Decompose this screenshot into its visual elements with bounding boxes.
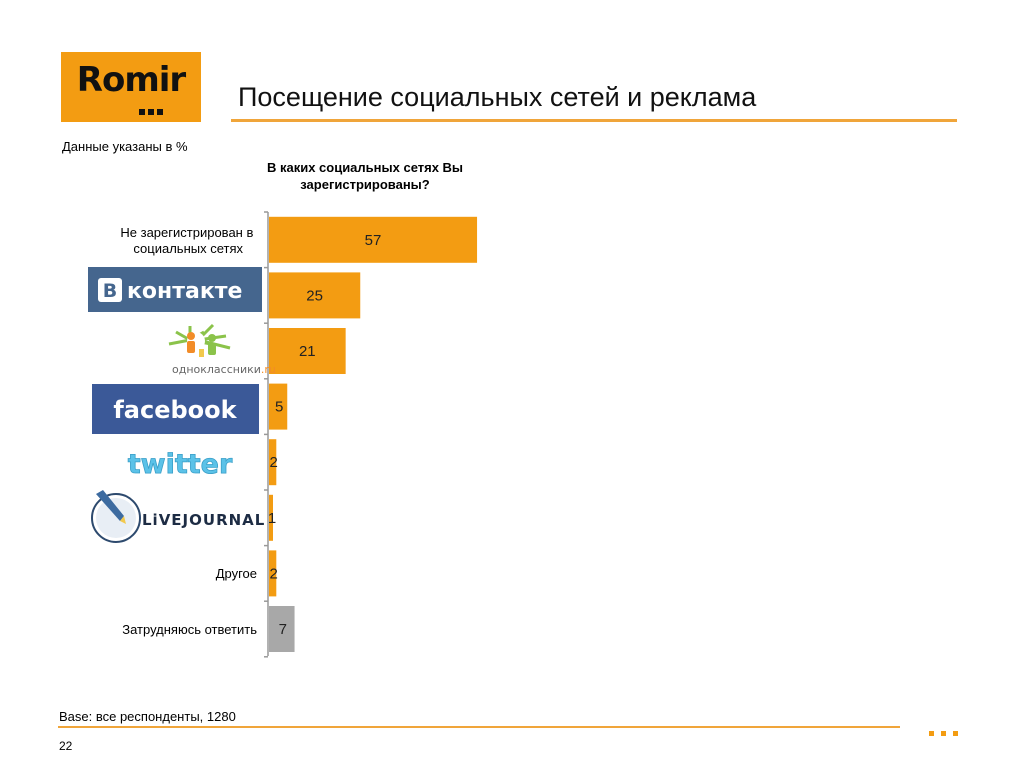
livejournal-logo: LiVEJOURNAL (91, 490, 265, 543)
value-label-other: 2 (269, 565, 277, 582)
base-note: Base: все респонденты, 1280 (59, 709, 236, 724)
value-label-facebook: 5 (275, 399, 283, 416)
svg-text:одноклассники.ru: одноклассники.ru (172, 363, 276, 376)
facebook-logo: facebook (92, 384, 259, 434)
logo-dots (139, 102, 166, 120)
category-label-not-registered-line1: Не зарегистрирован в (120, 225, 253, 240)
category-label-undecided: Затрудняюсь ответить (122, 622, 257, 637)
vkontakte-logo: В контакте (88, 267, 262, 312)
bar-undecided (269, 606, 295, 652)
romir-logo-text: Romir (76, 60, 186, 100)
odnoklassniki-logo: одноклассники.ru (168, 323, 276, 376)
svg-text:LiVEJOURNAL: LiVEJOURNAL (142, 511, 265, 529)
category-label-other: Другое (216, 566, 257, 581)
units-note: Данные указаны в % (62, 139, 188, 154)
footer-divider (58, 726, 900, 728)
bar-facebook (269, 383, 288, 430)
bar-not-registered (269, 216, 478, 263)
bar-odnoklassniki (269, 328, 346, 374)
bar-other (269, 550, 277, 597)
value-label-not-registered: 57 (365, 232, 382, 249)
svg-text:В: В (103, 280, 117, 302)
category-label-not-registered-line2: социальных сетях (133, 241, 243, 256)
twitter-logo: twitter (127, 449, 233, 481)
value-label-undecided: 7 (279, 621, 287, 638)
svg-text:контакте: контакте (127, 279, 242, 304)
bar-livejournal (269, 494, 273, 541)
page-title: Посещение социальных сетей и реклама (238, 82, 757, 112)
bar-vkontakte (269, 272, 361, 319)
value-label-livejournal: 1 (268, 510, 276, 527)
svg-text:facebook: facebook (113, 396, 237, 424)
value-label-vkontakte: 25 (306, 287, 323, 304)
bar-twitter (269, 439, 277, 486)
title-divider (231, 119, 957, 122)
value-label-odnoklassniki: 21 (299, 343, 316, 360)
svg-text:twitter: twitter (128, 449, 233, 480)
romir-logo: Romir (61, 52, 201, 122)
page-number: 22 (59, 739, 73, 753)
value-label-twitter: 2 (269, 454, 277, 471)
footer-dots (929, 723, 965, 741)
chart-question: В каких социальных сетях Вы зарегистриро… (266, 160, 464, 192)
category-label-not-registered: Не зарегистрирован в социальных сетях (120, 225, 257, 256)
